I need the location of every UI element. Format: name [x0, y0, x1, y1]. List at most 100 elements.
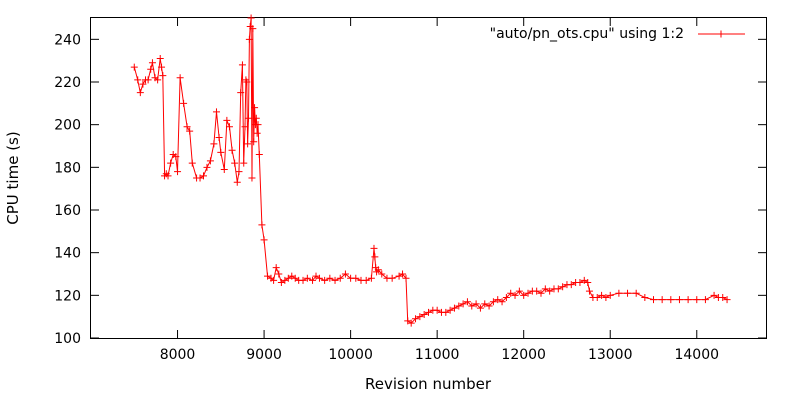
- data-point: [183, 123, 191, 131]
- data-point: [203, 163, 211, 171]
- data-point: [576, 279, 584, 287]
- data-point: [489, 298, 497, 306]
- data-point: [615, 289, 623, 297]
- data-point: [154, 76, 162, 84]
- data-point: [675, 296, 683, 304]
- data-point: [156, 55, 164, 63]
- data-point: [228, 146, 236, 154]
- data-point: [315, 274, 323, 282]
- y-tick-label: 180: [54, 160, 81, 176]
- data-point: [442, 308, 450, 316]
- data-point: [253, 129, 261, 137]
- data-point: [336, 274, 344, 282]
- data-point: [341, 270, 349, 278]
- legend-label: "auto/pn_ots.cpu" using 1:2: [490, 26, 684, 42]
- data-point: [602, 293, 610, 301]
- data-point: [723, 296, 731, 304]
- x-tick-label: 14000: [674, 347, 719, 363]
- data-point: [147, 65, 155, 73]
- data-point: [174, 168, 182, 176]
- data-point: [399, 270, 407, 278]
- data-point: [250, 138, 258, 146]
- data-point: [186, 127, 194, 135]
- data-point: [251, 104, 259, 112]
- data-point: [176, 74, 184, 82]
- y-tick-label: 140: [54, 246, 81, 262]
- data-point: [248, 174, 256, 182]
- data-point: [598, 291, 606, 299]
- x-axis-title: Revision number: [365, 375, 492, 393]
- data-point: [701, 296, 709, 304]
- y-tick-label: 200: [54, 118, 81, 134]
- data-point: [455, 302, 463, 310]
- data-point: [240, 159, 248, 167]
- y-tick-label: 120: [54, 288, 81, 304]
- data-point: [260, 236, 268, 244]
- data-point: [225, 123, 233, 131]
- plot-frame: [90, 17, 767, 339]
- data-point: [370, 244, 378, 252]
- data-point: [476, 304, 484, 312]
- data-point: [567, 281, 575, 289]
- data-point: [459, 300, 467, 308]
- x-tick-label: 10000: [328, 347, 373, 363]
- data-point: [164, 172, 172, 180]
- series-line: [133, 17, 728, 324]
- data-point: [533, 287, 541, 295]
- data-point: [546, 287, 554, 295]
- data-point: [172, 153, 180, 161]
- data-point: [585, 287, 593, 295]
- data-point: [223, 116, 231, 124]
- x-axis: 8000 9000 10000 11000 12000 13000 14000: [160, 18, 719, 363]
- data-point: [206, 157, 214, 165]
- data-point: [158, 63, 166, 71]
- data-point: [159, 72, 167, 80]
- data-point: [498, 298, 506, 306]
- data-point: [632, 289, 640, 297]
- data-point: [144, 76, 152, 84]
- data-point: [244, 140, 252, 148]
- data-point: [658, 296, 666, 304]
- data-point: [650, 296, 657, 304]
- data-point: [243, 78, 251, 86]
- data-point: [188, 159, 196, 167]
- data-point: [217, 148, 225, 156]
- data-point: [215, 133, 223, 141]
- data-point: [507, 289, 515, 297]
- data-point: [136, 89, 144, 97]
- data-point: [710, 291, 718, 299]
- data-point: [667, 296, 675, 304]
- data-point: [245, 35, 253, 43]
- data-point: [238, 61, 246, 69]
- data-point: [412, 315, 420, 323]
- data-point: [241, 123, 249, 131]
- data-point: [420, 311, 428, 319]
- data-point: [258, 221, 266, 229]
- data-point: [693, 296, 701, 304]
- legend-marker: [717, 30, 725, 38]
- y-tick-label: 100: [54, 331, 81, 347]
- data-point: [326, 274, 334, 282]
- data-point: [559, 283, 567, 291]
- data-point: [446, 306, 454, 314]
- data-point: [524, 289, 532, 297]
- data-point: [450, 304, 458, 312]
- data-point: [371, 253, 379, 261]
- x-tick-label: 9000: [246, 347, 282, 363]
- data-point: [134, 76, 142, 84]
- y-tick-label: 160: [54, 203, 81, 219]
- data-point: [537, 289, 545, 297]
- data-point: [212, 108, 220, 116]
- data-point: [485, 302, 493, 310]
- data-point: [416, 313, 424, 321]
- x-tick-label: 13000: [588, 347, 633, 363]
- data-point: [233, 178, 241, 186]
- data-point: [407, 319, 415, 327]
- data-point: [247, 14, 255, 22]
- data-point: [321, 276, 329, 284]
- data-point: [210, 140, 218, 148]
- data-point: [374, 266, 382, 274]
- data-point: [378, 270, 386, 278]
- x-tick-label: 12000: [501, 347, 546, 363]
